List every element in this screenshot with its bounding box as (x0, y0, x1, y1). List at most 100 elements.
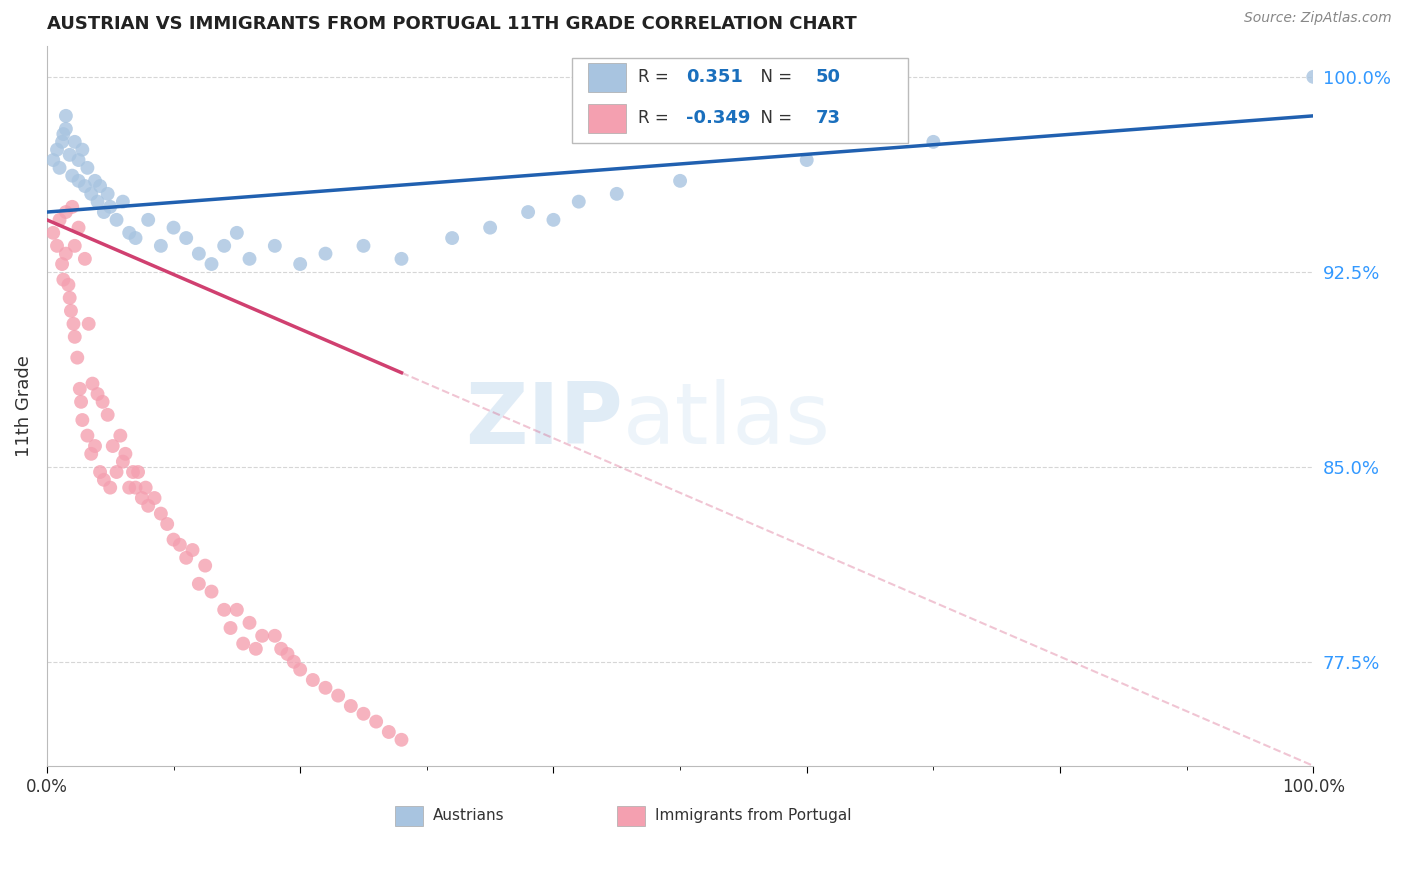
Point (543, 212, 565, 227)
Point (568, 194, 591, 209)
Point (52, 272, 75, 286)
Point (97, 408, 120, 422)
Point (98, 481, 121, 495)
Point (162, 220, 184, 235)
FancyBboxPatch shape (572, 58, 908, 143)
Point (288, 257, 311, 271)
Point (59, 303, 82, 318)
Point (200, 257, 222, 271)
Point (72, 413, 94, 427)
Point (101, 439, 124, 453)
Point (82, 376, 104, 391)
Point (238, 615, 260, 630)
Point (63, 330, 86, 344)
Point (80, 447, 103, 461)
Point (245, 641, 267, 656)
Point (66, 351, 89, 365)
Point (46, 143, 69, 157)
Point (301, 673, 323, 687)
Text: Immigrants from Portugal: Immigrants from Portugal (655, 808, 851, 823)
Point (51, 257, 73, 271)
Point (391, 252, 413, 266)
FancyBboxPatch shape (588, 103, 626, 133)
FancyBboxPatch shape (588, 63, 626, 92)
Point (42, 153, 65, 167)
Point (136, 499, 159, 513)
Point (219, 621, 242, 635)
Point (135, 481, 157, 495)
Point (366, 714, 388, 729)
FancyBboxPatch shape (395, 806, 423, 826)
Point (72, 143, 94, 157)
Point (55, 246, 77, 260)
Point (93, 473, 115, 487)
Text: 50: 50 (815, 69, 841, 87)
Point (194, 558, 217, 573)
Point (60, 169, 83, 183)
Point (73, 179, 96, 194)
Point (67, 220, 90, 235)
Point (353, 706, 375, 721)
Point (105, 212, 128, 227)
Point (156, 516, 179, 531)
Point (55, 205, 77, 219)
Point (111, 194, 134, 209)
Point (136, 212, 159, 227)
Point (105, 465, 128, 479)
Point (91, 394, 114, 409)
Point (283, 655, 305, 669)
Point (60, 200, 83, 214)
Point (288, 663, 311, 677)
Point (263, 629, 285, 643)
Point (76, 428, 98, 442)
Point (162, 533, 184, 547)
Point (55, 109, 77, 123)
Point (270, 641, 292, 656)
Point (55, 121, 77, 136)
Point (93, 205, 115, 219)
Point (143, 491, 166, 505)
Point (51, 135, 73, 149)
Point (479, 220, 502, 235)
Point (89, 465, 111, 479)
Text: Austrians: Austrians (433, 808, 505, 823)
Point (118, 481, 141, 495)
Text: atlas: atlas (623, 378, 831, 462)
Text: 0.351: 0.351 (686, 69, 744, 87)
Point (63, 239, 86, 253)
Point (263, 239, 285, 253)
Point (52, 127, 75, 141)
Point (149, 507, 172, 521)
Point (315, 681, 337, 695)
Point (73, 252, 96, 266)
Point (922, 135, 945, 149)
Point (328, 689, 350, 703)
Point (48, 161, 70, 175)
FancyBboxPatch shape (617, 806, 644, 826)
Point (796, 153, 818, 167)
Point (212, 603, 235, 617)
Text: Source: ZipAtlas.com: Source: ZipAtlas.com (1244, 11, 1392, 25)
Point (59, 291, 82, 305)
Point (212, 239, 235, 253)
Point (250, 629, 273, 643)
Point (62, 317, 84, 331)
Point (97, 186, 120, 201)
Point (127, 465, 149, 479)
Point (80, 186, 103, 201)
Point (238, 252, 260, 266)
Point (353, 239, 375, 253)
Point (174, 550, 197, 565)
Point (669, 174, 692, 188)
Point (89, 179, 111, 194)
Point (46, 239, 69, 253)
Point (181, 543, 204, 558)
Point (169, 538, 191, 552)
Point (276, 647, 298, 661)
Text: N =: N = (749, 69, 797, 87)
Text: ZIP: ZIP (465, 378, 623, 462)
Point (84, 174, 107, 188)
Point (378, 725, 401, 739)
Point (340, 698, 363, 713)
Point (86, 194, 108, 209)
